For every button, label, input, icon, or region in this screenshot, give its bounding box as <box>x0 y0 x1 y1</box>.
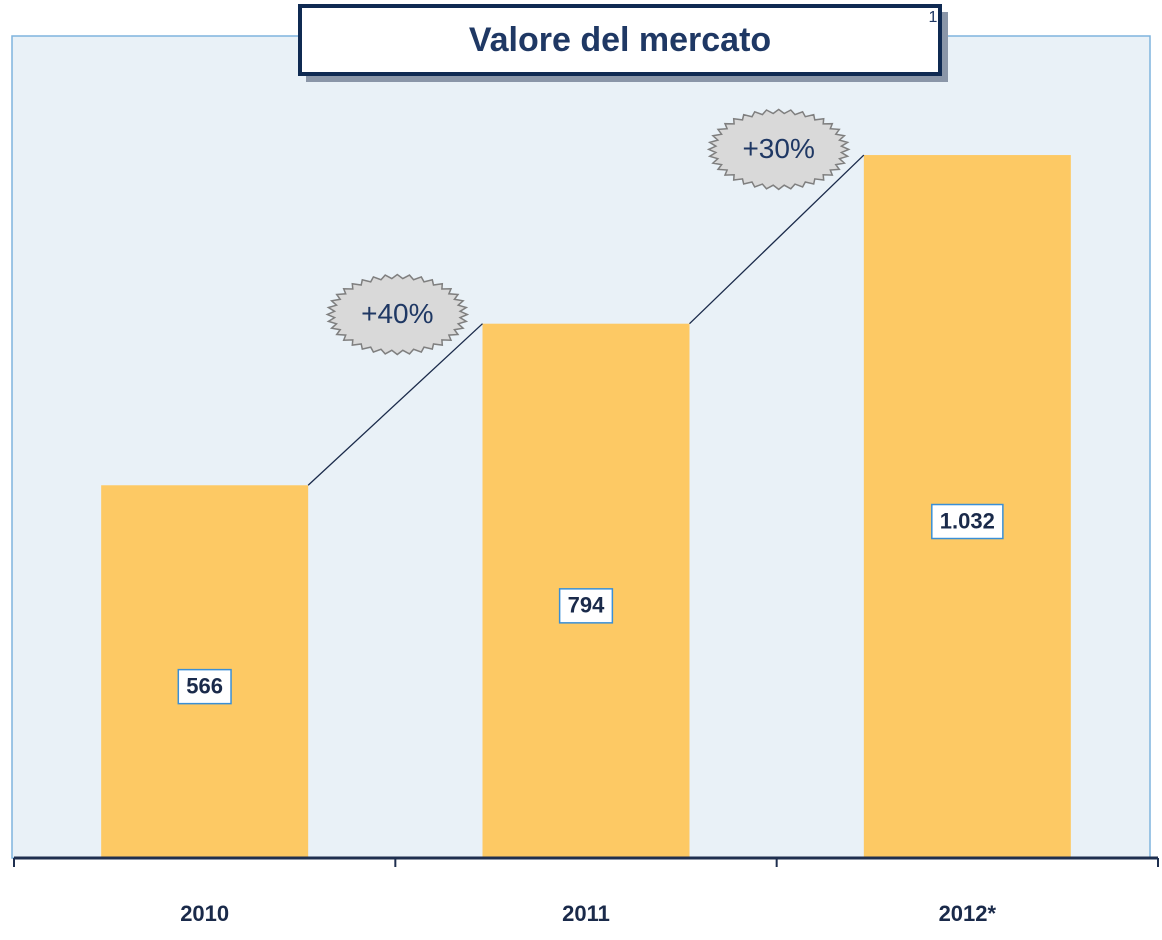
growth-badge <box>706 108 851 191</box>
value-label-box <box>558 588 614 624</box>
connector-line <box>689 154 865 325</box>
x-tick-label: 2010 <box>180 901 229 926</box>
growth-badge <box>325 273 470 356</box>
value-label: 794 <box>568 593 605 618</box>
growth-label: +40% <box>361 298 433 329</box>
value-label: 1.032 <box>940 508 995 533</box>
x-tick-label: 2012* <box>939 901 997 926</box>
page-number: 1 <box>929 9 938 26</box>
value-label-box <box>931 503 1004 540</box>
growth-label: +30% <box>742 133 814 164</box>
x-tick-label: 2011 <box>562 901 610 926</box>
connector-line <box>307 323 483 486</box>
value-label: 566 <box>186 673 223 698</box>
value-label-box <box>177 668 232 705</box>
title-box <box>298 4 942 76</box>
chart-title: Valore del mercato <box>469 21 771 59</box>
